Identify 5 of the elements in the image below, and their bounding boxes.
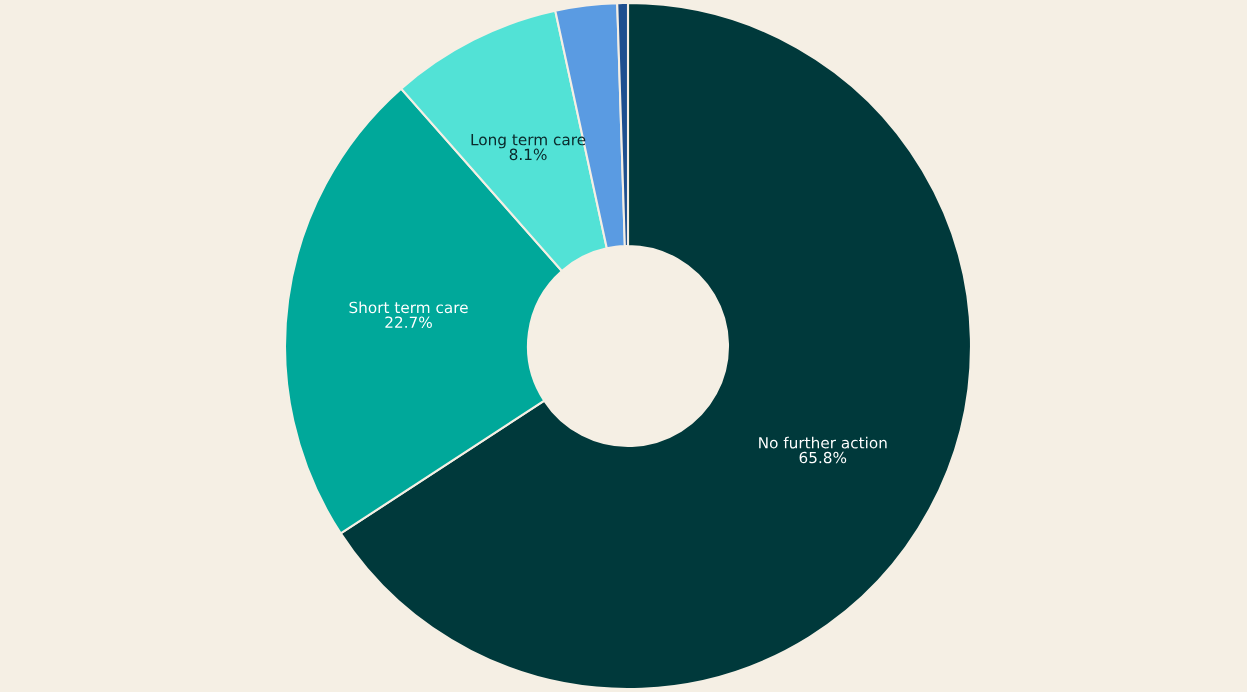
data-label: 8.1%: [509, 148, 547, 161]
data-label: 22.7%: [385, 316, 432, 328]
data-label: 65.8%: [799, 451, 847, 464]
slice-label: No further action: [759, 436, 887, 449]
slice-label: Short term care: [349, 301, 468, 314]
